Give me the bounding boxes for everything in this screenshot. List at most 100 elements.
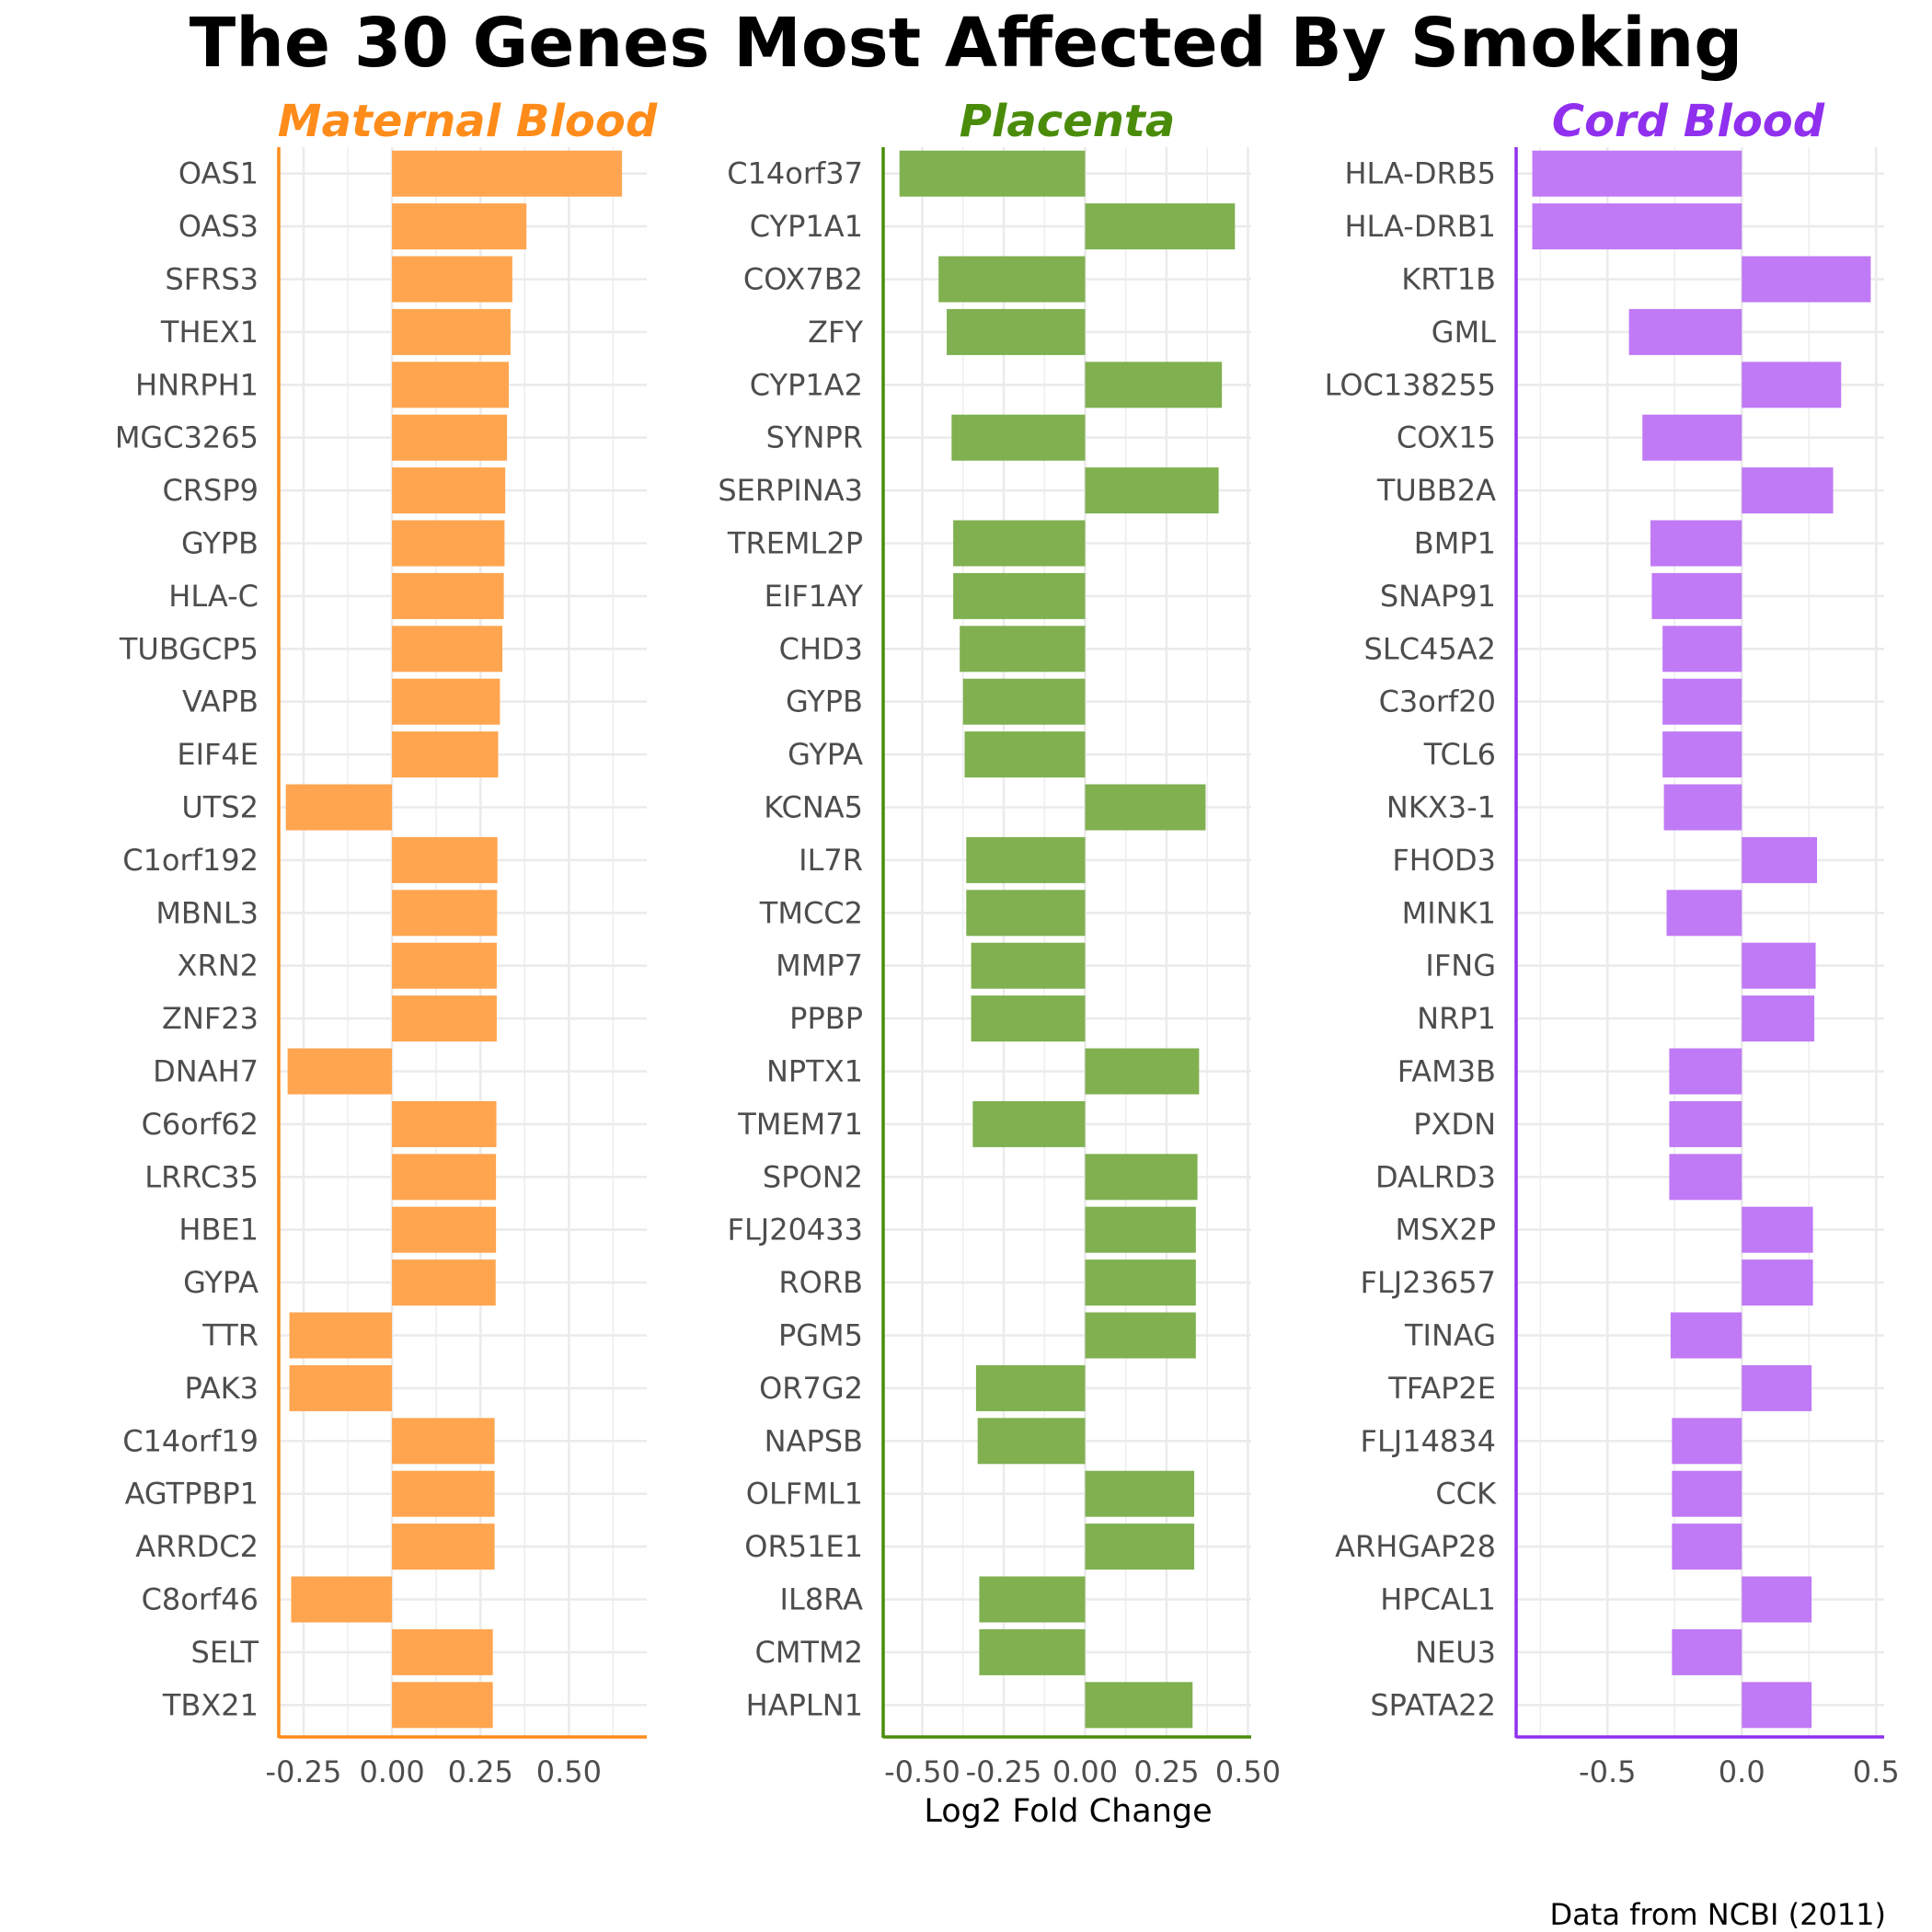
gene-label: CCK: [1435, 1477, 1497, 1512]
gene-label: FLJ14834: [1361, 1423, 1496, 1458]
gene-label: C14orf37: [727, 156, 863, 191]
bar-uts2: [285, 784, 393, 831]
x-axis-title: Log2 Fold Change: [924, 1793, 1212, 1830]
gene-label: SYNPR: [766, 420, 863, 455]
gene-label: MMP7: [776, 949, 863, 983]
x-tick-label: 0.25: [1133, 1754, 1199, 1789]
bar-tfap2e: [1742, 1364, 1812, 1411]
gene-label: FAM3B: [1397, 1054, 1496, 1089]
bar-thex1: [392, 308, 511, 355]
x-tick-label: 0.00: [359, 1754, 424, 1789]
x-tick-label: 0.25: [448, 1754, 513, 1789]
bar-tubb2a: [1742, 467, 1834, 514]
bar-vapb: [392, 678, 500, 725]
bar-flj14834: [1672, 1418, 1742, 1465]
bar-tmcc2: [966, 890, 1086, 937]
bar-flj20433: [1085, 1206, 1196, 1253]
bar-olfml1: [1085, 1470, 1195, 1517]
gene-label: SERPINA3: [718, 473, 863, 508]
gene-label: TREML2P: [727, 526, 863, 561]
gene-label: SLC45A2: [1364, 631, 1496, 666]
bar-arhgap28: [1672, 1524, 1742, 1570]
bar-spata22: [1742, 1682, 1812, 1729]
gene-label: SPATA22: [1370, 1687, 1496, 1722]
gene-label: SELT: [191, 1635, 259, 1670]
gene-label: TMEM71: [737, 1107, 863, 1142]
bar-arrdc2: [392, 1524, 495, 1570]
facet-title: Cord Blood: [1552, 96, 1825, 147]
x-tick-label: -0.25: [266, 1754, 342, 1789]
bar-gypb: [392, 520, 505, 567]
gene-label: DNAH7: [153, 1054, 259, 1089]
bar-c14orf19: [392, 1418, 495, 1465]
bar-tcl6: [1662, 731, 1742, 778]
bar-cck: [1672, 1470, 1742, 1517]
bar-nrp1: [1742, 995, 1815, 1042]
gene-label: ZNF23: [162, 1001, 259, 1036]
bar-crsp9: [392, 467, 506, 514]
gene-label: TCL6: [1423, 737, 1496, 772]
bar-spon2: [1085, 1154, 1198, 1201]
bar-cox15: [1642, 414, 1742, 461]
gene-label: IFNG: [1425, 949, 1496, 983]
bar-nkx3-1: [1663, 784, 1742, 831]
gene-label: KRT1B: [1401, 262, 1496, 297]
bar-c3orf20: [1662, 678, 1742, 725]
bar-mink1: [1666, 890, 1742, 937]
bar-c6orf62: [392, 1100, 497, 1147]
gene-label: FLJ23657: [1361, 1265, 1496, 1300]
bar-msx2p: [1742, 1206, 1813, 1253]
bar-fam3b: [1669, 1048, 1742, 1095]
gene-label: HBE1: [178, 1213, 259, 1248]
gene-label: FLJ20433: [728, 1213, 863, 1248]
x-tick-label: 0.0: [1719, 1754, 1765, 1789]
gene-label: TBX21: [162, 1687, 259, 1722]
gene-label: NRP1: [1417, 1001, 1496, 1036]
bar-cyp1a2: [1085, 362, 1223, 408]
bar-gypa: [964, 731, 1086, 778]
bar-serpina3: [1085, 467, 1219, 514]
bar-bmp1: [1650, 520, 1742, 567]
x-tick-label: 0.00: [1052, 1754, 1118, 1789]
gene-label: C3orf20: [1379, 684, 1496, 719]
bar-hapln1: [1085, 1682, 1193, 1729]
bar-kcna5: [1085, 784, 1206, 831]
facet-title: Placenta: [960, 96, 1176, 147]
gene-label: HPCAL1: [1380, 1582, 1496, 1617]
gene-label: GYPB: [786, 684, 863, 719]
gene-label: C8orf46: [142, 1582, 259, 1617]
x-tick-label: 0.50: [536, 1754, 602, 1789]
facet-panels: Maternal Blood OAS1 OAS3 SFRS3 THEX1 HNRPH1 MG…: [115, 96, 1900, 1789]
bar-hpcal1: [1742, 1576, 1812, 1623]
gene-label: LRRC35: [144, 1159, 259, 1194]
gene-label: PGM5: [778, 1318, 863, 1353]
bar-tinag: [1670, 1312, 1742, 1359]
gene-label: TTR: [201, 1318, 259, 1353]
chart-title: The 30 Genes Most Affected By Smoking: [190, 4, 1743, 83]
gene-label: C14orf19: [122, 1423, 259, 1458]
gene-label: TUBGCP5: [119, 631, 259, 666]
gene-label: UTS2: [181, 790, 259, 825]
bar-hla-drb5: [1532, 150, 1742, 197]
bar-mbnl3: [392, 890, 498, 937]
bar-xrn2: [392, 942, 497, 989]
gene-label: HLA-DRB1: [1344, 209, 1496, 244]
gene-label: CYP1A1: [750, 209, 863, 244]
gene-label: OAS3: [178, 209, 259, 244]
gene-label: MGC3265: [115, 420, 259, 455]
gene-label: CRSP9: [162, 473, 259, 508]
gene-label: OR7G2: [759, 1371, 863, 1406]
gene-label: GML: [1432, 315, 1496, 350]
bar-tmem71: [972, 1100, 1086, 1147]
gene-label: PPBP: [789, 1001, 863, 1036]
gene-label: IL7R: [799, 843, 863, 878]
gene-label: LOC138255: [1325, 367, 1496, 402]
bar-il8ra: [979, 1576, 1086, 1623]
bar-agtpbp1: [392, 1470, 495, 1517]
gene-label: FHOD3: [1392, 843, 1496, 878]
facet-panel-2: Cord Blood HLA-DRB5 HLA-DRB1 KRT1B GML LOC138…: [1325, 96, 1900, 1789]
bar-ifng: [1742, 942, 1816, 989]
gene-label: OR51E1: [744, 1529, 863, 1564]
bar-dnah7: [287, 1048, 393, 1095]
